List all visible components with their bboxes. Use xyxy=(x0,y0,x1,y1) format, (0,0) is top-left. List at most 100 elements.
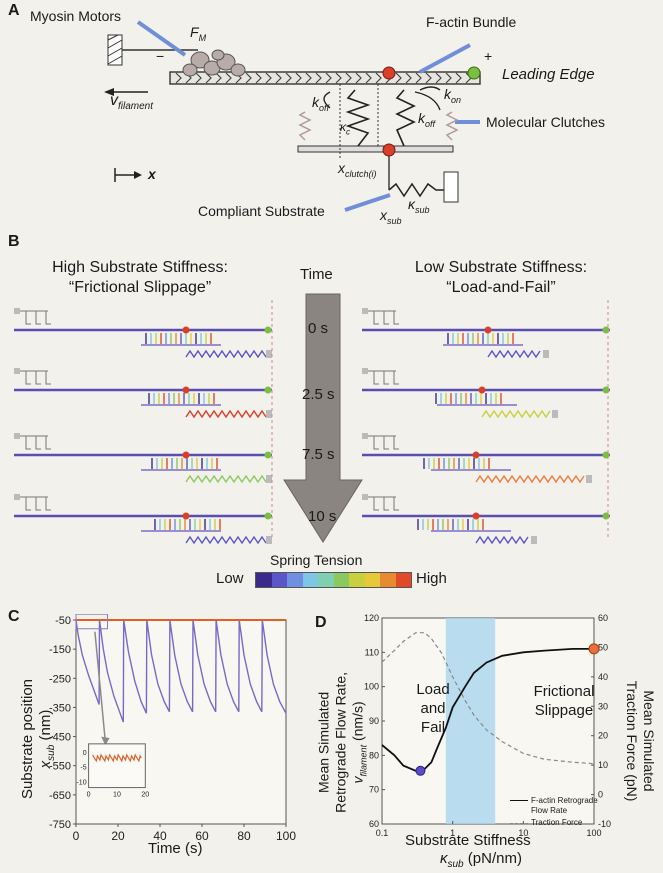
koff-label: koff xyxy=(418,110,435,129)
actin-chevron xyxy=(395,72,402,84)
d-ytick-right-label: 0 xyxy=(598,790,603,800)
d-ytick-left-label: 90 xyxy=(369,716,379,726)
xclutch-symbol: x xyxy=(338,160,345,176)
actin-chevron xyxy=(355,72,362,84)
left-row-spring xyxy=(185,474,267,484)
d-ytick-left-label: 70 xyxy=(369,785,379,795)
right-row-spring-anchor xyxy=(552,410,558,418)
right-row-motor-cap xyxy=(362,368,368,374)
left-row-spring-anchor xyxy=(266,536,272,544)
tension-high-label: High xyxy=(416,570,447,587)
right-row-spring xyxy=(475,535,529,545)
d-xtick-label: 100 xyxy=(586,828,601,838)
d-ytick-right-label: 30 xyxy=(598,701,608,711)
c-ytick-label: -250 xyxy=(49,673,71,685)
right-title: Low Substrate Stiffness: “Load-and-Fail” xyxy=(356,258,646,298)
d-ytick-right-label: 10 xyxy=(598,760,608,770)
right-row-motor-head xyxy=(383,371,389,385)
compliant-substrate-label: Compliant Substrate xyxy=(198,203,325,219)
c-inset-xtick: 20 xyxy=(141,792,149,799)
d-ylabel-left-line1: Mean Simulated xyxy=(315,691,332,793)
k-sub-label: κsub xyxy=(408,196,430,215)
plus-sign: + xyxy=(484,48,493,64)
right-row-spring xyxy=(487,349,541,359)
actin-chevron xyxy=(435,72,442,84)
d-xlabel-text: Substrate Stiffness xyxy=(405,832,531,849)
time-7-5: 7.5 s xyxy=(302,446,335,463)
right-title-line1: Low Substrate Stiffness: xyxy=(414,259,588,276)
c-xtick-label: 100 xyxy=(276,829,296,843)
left-row-red-marker xyxy=(182,386,190,394)
c-xlabel: Time (s) xyxy=(148,840,203,857)
left-row-spring-anchor xyxy=(266,350,272,358)
right-row-red-marker xyxy=(472,512,480,520)
tension-color-swatch xyxy=(395,573,411,587)
left-row-motor-head xyxy=(45,436,51,450)
factin-bundle-label: F-actin Bundle xyxy=(426,14,517,30)
left-row-motor-head xyxy=(25,311,31,325)
left-row-motor-head xyxy=(25,497,31,511)
fm-label: FM xyxy=(190,24,206,43)
tension-color-swatch xyxy=(287,573,303,587)
v-subscript: filament xyxy=(118,101,154,113)
left-row-motor-head xyxy=(45,497,51,511)
myosin-motors-label: Myosin Motors xyxy=(30,8,122,24)
koff-subscript: off xyxy=(425,118,436,129)
koff-star-subscript: off xyxy=(319,102,330,113)
d-min-flow-marker xyxy=(415,765,426,776)
c-inset-ytick: -10 xyxy=(76,780,86,787)
left-row-motor-head xyxy=(35,311,41,325)
c-xtick-label: 80 xyxy=(237,829,251,843)
load-and-fail-annotation: Load and Fail xyxy=(408,680,458,737)
fm-symbol: F xyxy=(190,24,199,40)
left-row-red-marker xyxy=(182,326,190,334)
d-ytick-right-label: -10 xyxy=(598,819,611,829)
v-filament-label: vfilament xyxy=(110,92,153,112)
actin-chevron xyxy=(285,72,292,84)
d-series-traction xyxy=(381,632,595,765)
panel-a-diagram xyxy=(104,20,481,212)
d-ylabel-left-line2: Retrograde Flow Rate, xyxy=(332,671,349,813)
actin-chevron xyxy=(315,72,322,84)
left-title-line2: “Frictional Slippage” xyxy=(68,279,212,296)
d-legend: F-actin Retrograde Flow Rate Traction For… xyxy=(510,796,598,828)
koff-symbol: k xyxy=(418,110,425,126)
x-clutch-label: xclutch(i) xyxy=(338,160,377,179)
load-fail-line3: Fail xyxy=(420,719,446,736)
left-row-motor-cap xyxy=(14,308,20,314)
tension-color-swatch xyxy=(349,573,365,587)
minus-sign: − xyxy=(156,48,165,64)
actin-chevron xyxy=(265,72,272,84)
d-ytick-right-label: 50 xyxy=(598,642,608,652)
spring-tension-label: Spring Tension xyxy=(270,552,363,568)
panel-b-label: B xyxy=(8,233,20,250)
kc-label: κc xyxy=(340,120,350,136)
right-row-spring-anchor xyxy=(543,350,549,358)
v-symbol: v xyxy=(110,92,118,109)
c-ytick-label: -150 xyxy=(49,644,71,656)
fm-subscript: M xyxy=(198,32,207,43)
c-ytick-label: -50 xyxy=(55,615,71,627)
d-xtick-label: 10 xyxy=(518,828,528,838)
left-row-spring xyxy=(185,535,267,545)
actin-chevron xyxy=(225,72,232,84)
left-row-motor-head xyxy=(35,371,41,385)
right-row-motor-head xyxy=(393,436,399,450)
time-2-5: 2.5 s xyxy=(302,386,335,403)
left-row-green-marker xyxy=(264,386,272,394)
panel-d-label: D xyxy=(315,614,327,631)
left-row-spring xyxy=(185,409,267,419)
right-row-motor-head xyxy=(383,436,389,450)
right-row-spring-anchor xyxy=(531,536,537,544)
c-inset-xtick: 0 xyxy=(87,792,91,799)
kc-subscript: c xyxy=(346,127,350,137)
time-10: 10 s xyxy=(308,508,337,525)
legend-flow-line2: Flow Rate xyxy=(531,806,568,815)
actin-chevron xyxy=(425,72,432,84)
left-row-green-marker xyxy=(264,326,272,334)
tension-color-swatch xyxy=(380,573,396,587)
c-inset-ytick: -5 xyxy=(80,765,86,772)
tension-color-swatch xyxy=(256,573,272,587)
time-0: 0 s xyxy=(308,320,329,337)
